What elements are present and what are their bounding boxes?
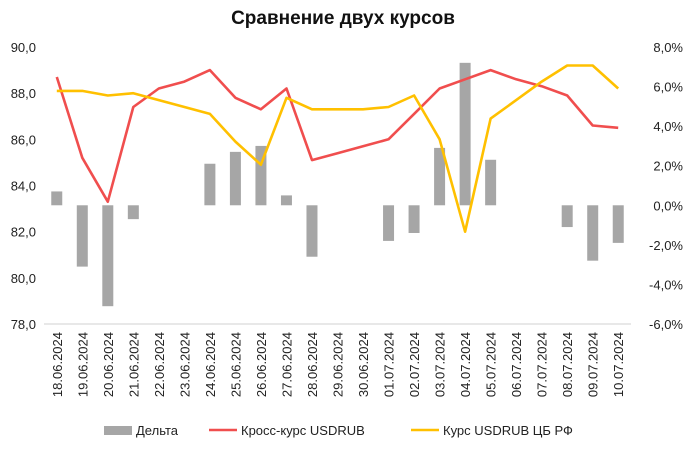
y-left-tick-label: 88,0 xyxy=(11,86,36,101)
x-tick-label: 22.06.2024 xyxy=(152,332,167,397)
y-left-tick-label: 82,0 xyxy=(11,225,36,240)
y-right-tick-label: -2,0% xyxy=(649,238,683,253)
delta-bar xyxy=(127,205,139,220)
x-tick-label: 19.06.2024 xyxy=(75,332,90,397)
delta-bar xyxy=(204,163,216,206)
delta-bar xyxy=(587,205,599,261)
delta-bar xyxy=(280,195,292,206)
delta-bar xyxy=(434,147,446,206)
delta-bar xyxy=(408,205,420,233)
y-right-tick-label: 2,0% xyxy=(653,159,683,174)
delta-bar xyxy=(306,205,318,257)
legend-label: Кросс-курс USDRUB xyxy=(241,423,365,438)
x-tick-label: 09.07.2024 xyxy=(586,332,601,397)
x-tick-label: 29.06.2024 xyxy=(331,332,346,397)
x-tick-label: 02.07.2024 xyxy=(407,332,422,397)
delta-bar xyxy=(255,145,267,206)
delta-bar xyxy=(51,191,63,206)
x-tick-label: 01.07.2024 xyxy=(382,332,397,397)
x-tick-label: 30.06.2024 xyxy=(356,332,371,397)
cbr-rate-line xyxy=(56,64,620,233)
x-tick-label: 03.07.2024 xyxy=(433,332,448,397)
delta-bar xyxy=(485,159,497,206)
x-tick-label: 06.07.2024 xyxy=(509,332,524,397)
x-tick-label: 08.07.2024 xyxy=(560,332,575,397)
y-right-tick-label: -4,0% xyxy=(649,277,683,292)
y-right-tick-label: 0,0% xyxy=(653,198,683,213)
x-tick-label: 28.06.2024 xyxy=(305,332,320,397)
y-left-tick-label: 86,0 xyxy=(11,132,36,147)
delta-bar xyxy=(383,205,395,241)
delta-bar xyxy=(76,205,88,267)
y-right-tick-label: 4,0% xyxy=(653,119,683,134)
y-right-tick-label: -6,0% xyxy=(649,317,683,332)
x-tick-label: 04.07.2024 xyxy=(458,332,473,397)
x-tick-label: 25.06.2024 xyxy=(228,332,243,397)
x-tick-label: 27.06.2024 xyxy=(279,332,294,397)
y-right-tick-label: 6,0% xyxy=(653,80,683,95)
x-tick-label: 21.06.2024 xyxy=(126,332,141,397)
x-tick-label: 05.07.2024 xyxy=(484,332,499,397)
legend-swatch-delta xyxy=(104,426,132,435)
x-tick-label: 24.06.2024 xyxy=(203,332,218,397)
x-tick-label: 07.07.2024 xyxy=(535,332,550,397)
delta-bar xyxy=(102,205,114,307)
x-tick-label: 23.06.2024 xyxy=(177,332,192,397)
delta-bar xyxy=(612,205,624,243)
y-left-tick-label: 90,0 xyxy=(11,40,36,55)
x-tick-label: 18.06.2024 xyxy=(50,332,65,397)
x-tick-label: 10.07.2024 xyxy=(611,332,626,397)
legend-label: Курс USDRUB ЦБ РФ xyxy=(443,423,573,438)
y-left-tick-label: 78,0 xyxy=(11,317,36,332)
y-left-tick-label: 84,0 xyxy=(11,179,36,194)
delta-bar xyxy=(229,151,241,206)
legend-label: Дельта xyxy=(136,423,179,438)
chart-title: Сравнение двух курсов xyxy=(231,8,455,29)
cross-rate-line xyxy=(55,68,619,203)
delta-bar xyxy=(459,62,471,206)
x-tick-label: 20.06.2024 xyxy=(101,332,116,397)
x-tick-label: 26.06.2024 xyxy=(254,332,269,397)
y-left-tick-label: 80,0 xyxy=(11,271,36,286)
delta-bar xyxy=(561,205,573,228)
y-right-tick-label: 8,0% xyxy=(653,40,683,55)
